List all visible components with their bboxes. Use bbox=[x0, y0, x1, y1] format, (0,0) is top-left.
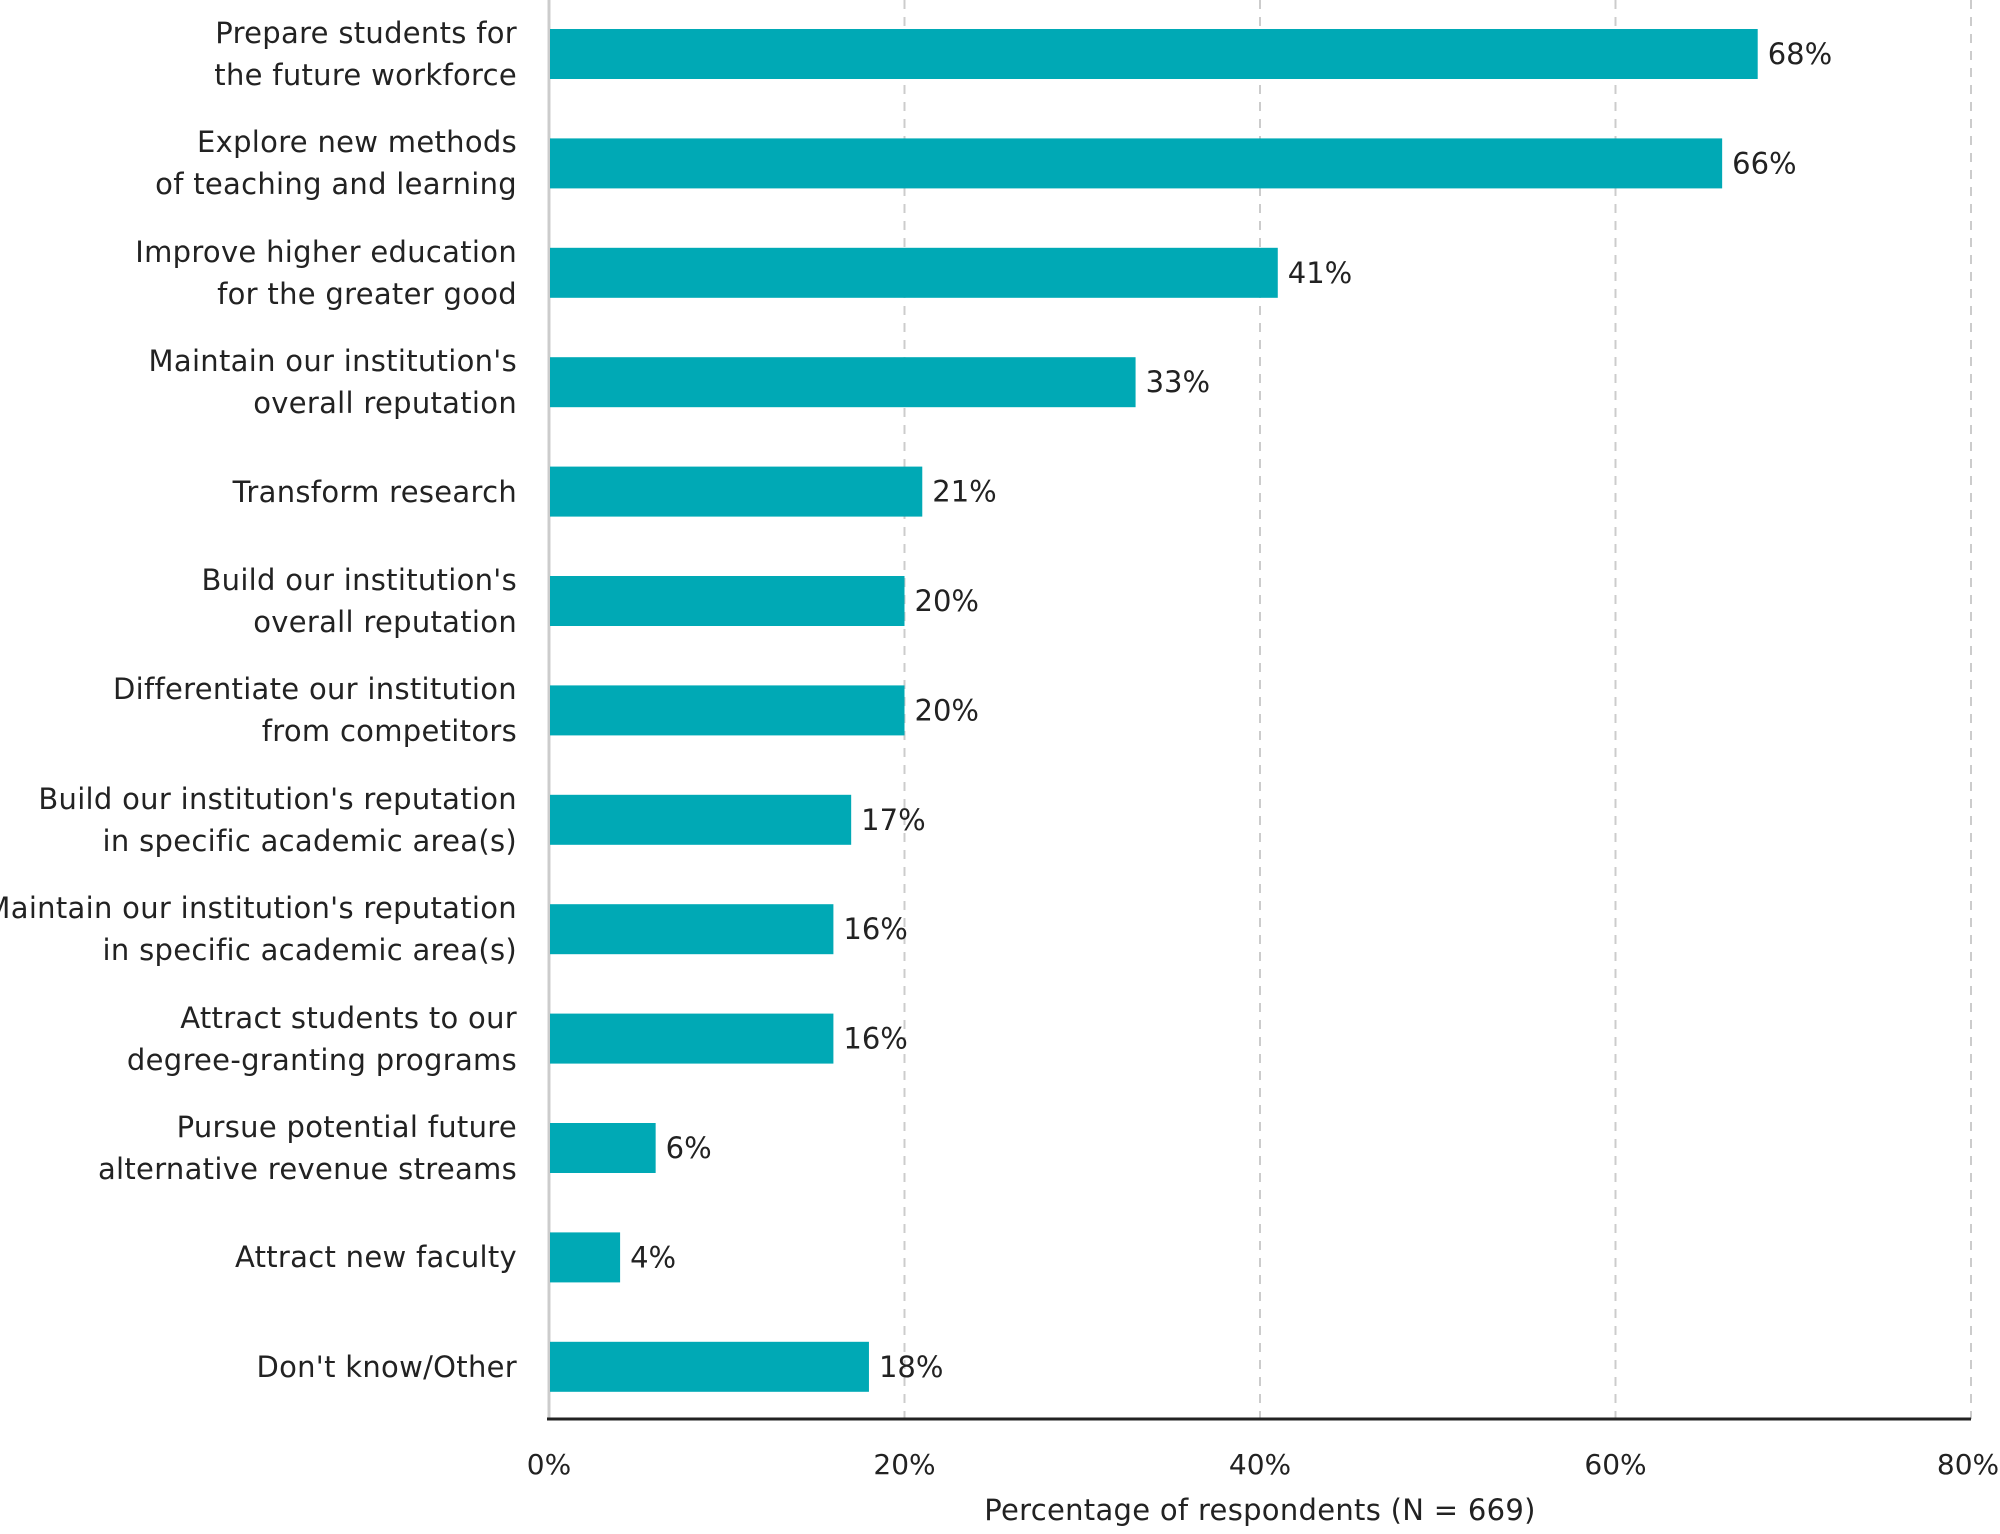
x-tick-label-0: 0% bbox=[526, 1448, 572, 1481]
x-tick-label-40: 40% bbox=[1228, 1448, 1292, 1481]
category-label-1: Prepare students for the future workforce bbox=[214, 16, 517, 92]
value-label-12: 4% bbox=[630, 1240, 676, 1274]
bar-8 bbox=[550, 794, 852, 845]
x-tick-label-60: 60% bbox=[1584, 1448, 1647, 1481]
value-label-1: 68% bbox=[1768, 37, 1832, 71]
category-label-10: Attract students to our degree-granting p… bbox=[126, 1000, 517, 1077]
category-label-8: Build our institution's reputation in spe… bbox=[38, 781, 517, 858]
category-label-12: Attract new faculty bbox=[234, 1240, 517, 1275]
category-label-3: Improve higher education for the greater … bbox=[135, 234, 517, 311]
category-label-9: Maintain our institution's reputation in … bbox=[0, 891, 517, 968]
category-label-11: Pursue potential future alternative reven… bbox=[97, 1110, 517, 1186]
bar-3 bbox=[550, 247, 1278, 298]
x-tick-label-80: 80% bbox=[1936, 1448, 2000, 1481]
bar-1 bbox=[550, 29, 1758, 79]
category-label-7: Differentiate our institution from compet… bbox=[112, 672, 517, 749]
value-label-9: 16% bbox=[843, 912, 907, 946]
value-label-10: 16% bbox=[843, 1022, 907, 1056]
x-axis-title: Percentage of respondents (N = 669) bbox=[984, 1493, 1536, 1527]
value-label-13: 18% bbox=[879, 1350, 943, 1384]
bar-11 bbox=[550, 1123, 656, 1173]
value-label-5: 21% bbox=[932, 475, 996, 509]
value-label-7: 20% bbox=[915, 693, 979, 727]
category-label-2: Explore new methods of teaching and learn… bbox=[155, 125, 517, 202]
bar-7 bbox=[550, 685, 905, 736]
value-label-2: 66% bbox=[1732, 146, 1796, 180]
bar-5 bbox=[550, 466, 923, 517]
x-tick-label-20: 20% bbox=[873, 1448, 936, 1481]
category-label-4: Maintain our institution's overall reputa… bbox=[148, 344, 517, 421]
value-label-3: 41% bbox=[1288, 256, 1352, 290]
category-label-6: Build our institution's overall reputatio… bbox=[201, 563, 517, 639]
bar-10 bbox=[550, 1013, 834, 1064]
bar-6 bbox=[550, 576, 905, 626]
value-label-6: 20% bbox=[915, 584, 979, 618]
bar-2 bbox=[550, 138, 1723, 189]
bar-4 bbox=[550, 357, 1136, 408]
bar-12 bbox=[550, 1232, 621, 1283]
bar-13 bbox=[550, 1341, 869, 1392]
value-label-4: 33% bbox=[1146, 365, 1210, 399]
category-label-5: Transform research bbox=[232, 474, 517, 509]
value-label-11: 6% bbox=[666, 1131, 712, 1165]
value-label-8: 17% bbox=[861, 803, 925, 837]
bar-9 bbox=[550, 904, 834, 955]
category-label-13: Don't know/Other bbox=[256, 1349, 517, 1384]
